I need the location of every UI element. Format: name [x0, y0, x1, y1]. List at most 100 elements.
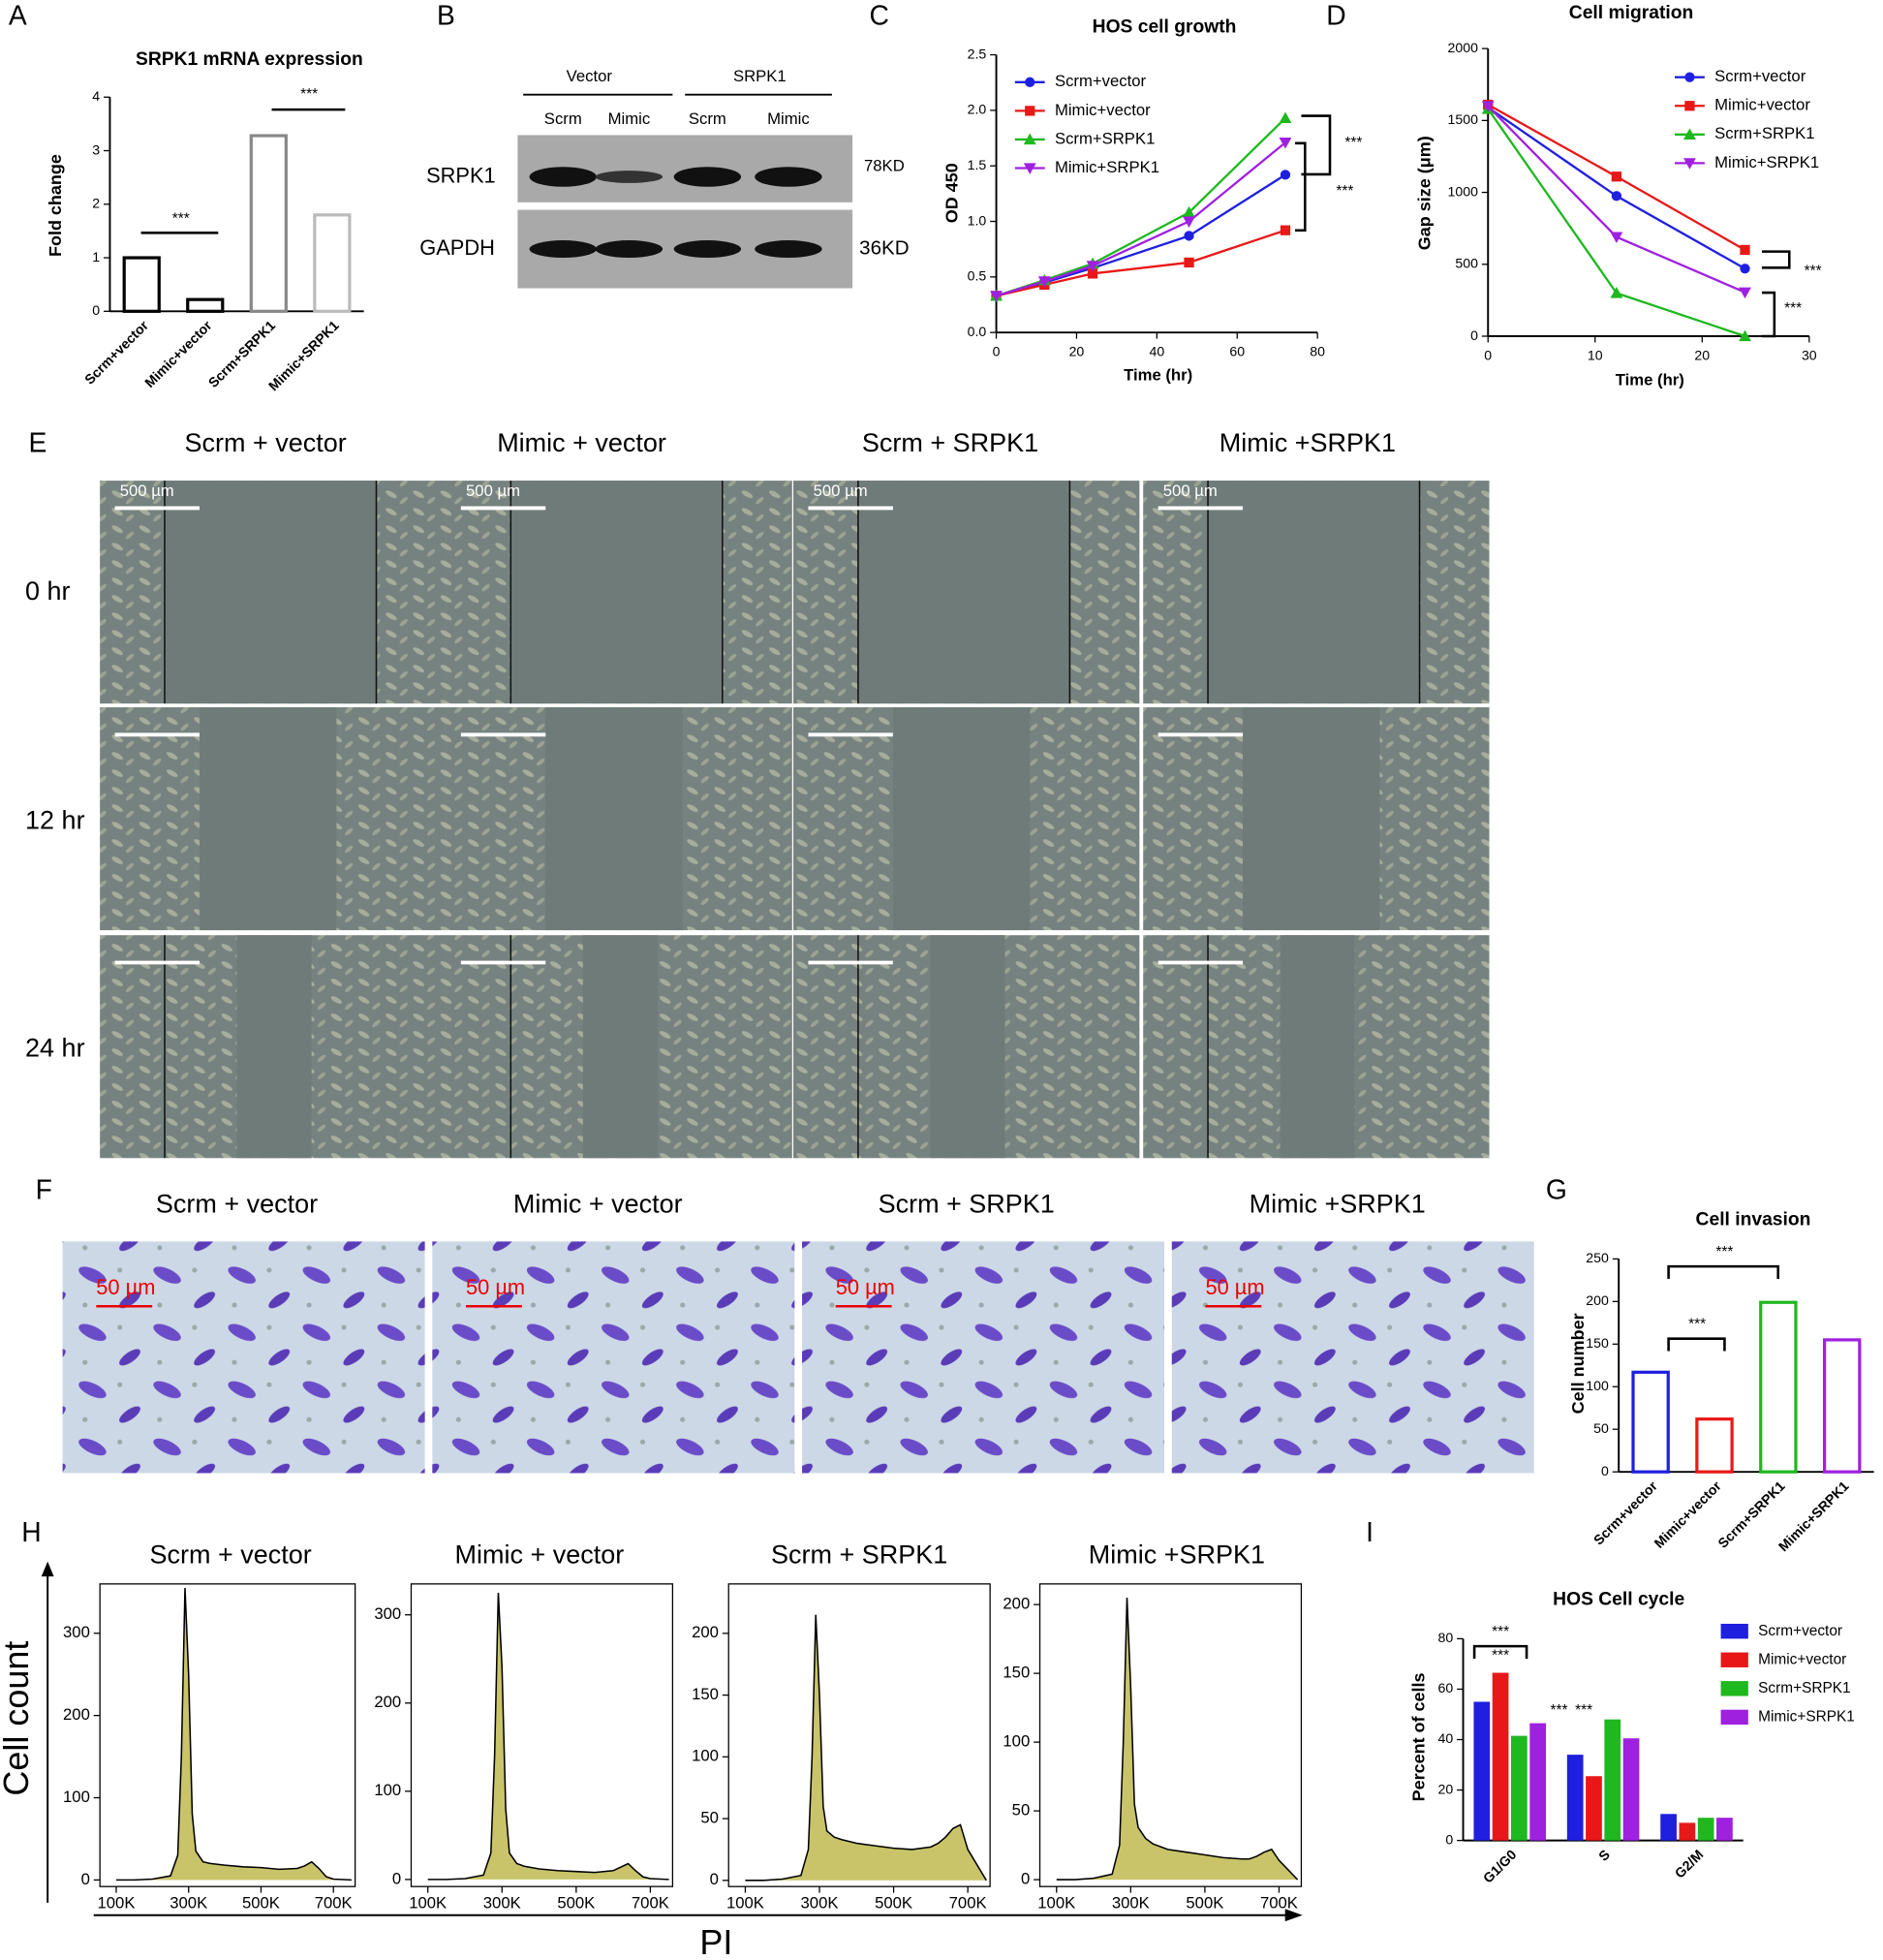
point: [1611, 191, 1622, 202]
chart-title: HOS cell growth: [1093, 16, 1237, 37]
x-tick-label: 300K: [1112, 1894, 1150, 1913]
x-tick-label: 20: [1069, 343, 1085, 358]
legend-label: Scrm+vector: [1714, 67, 1806, 85]
blot-lane: Mimic: [608, 109, 651, 128]
x-tick-label: 30: [1802, 347, 1817, 362]
histogram-line: [427, 1592, 669, 1881]
wound-gap: [582, 935, 658, 1159]
point: [1037, 276, 1051, 288]
column-title: Mimic +SRPK1: [1219, 428, 1396, 457]
panel-letter: G: [1546, 1173, 1567, 1204]
legend-swatch: [1720, 1709, 1748, 1726]
point: [1184, 231, 1194, 241]
y-tick-label: 100: [63, 1788, 90, 1806]
blot-lane: Mimic: [767, 109, 810, 128]
y-axis-label: Gap size (μm): [1415, 136, 1435, 250]
x-tick-label: 700K: [1260, 1894, 1298, 1913]
y-tick-label: 0: [92, 302, 100, 318]
column-title: Mimic + vector: [497, 428, 666, 457]
blot-band: [755, 240, 822, 259]
x-tick-label: 500K: [1186, 1894, 1223, 1913]
y-tick-label: 200: [1003, 1595, 1030, 1613]
axis-label: Cell count: [0, 1641, 36, 1796]
column-title: Scrm + SRPK1: [862, 428, 1038, 457]
legend-swatch: [1720, 1623, 1748, 1639]
y-tick-label: 300: [63, 1623, 90, 1641]
blot-size: 78KD: [864, 157, 905, 175]
wound-gap: [892, 707, 1031, 931]
legend-marker: [1025, 106, 1035, 116]
y-tick-label: 0: [1601, 1463, 1609, 1478]
annotation: ***: [1550, 1702, 1567, 1719]
panel-letter: C: [870, 0, 889, 30]
column-title: Scrm + vector: [185, 428, 347, 457]
point: [1279, 111, 1292, 124]
bar: [1631, 1370, 1670, 1474]
x-tick-label: 700K: [949, 1894, 987, 1913]
annotation: ***: [1575, 1702, 1592, 1719]
plot-frame: [1038, 1583, 1303, 1887]
bar: [1473, 1701, 1491, 1841]
blot-band: [595, 171, 664, 183]
y-tick-label: 1500: [1448, 111, 1479, 127]
x-tick-label: 0: [993, 343, 1001, 358]
panel-letter: F: [36, 1173, 52, 1204]
point: [1087, 268, 1098, 279]
x-tick-label: S: [1595, 1847, 1613, 1864]
y-tick-label: 150: [1003, 1664, 1030, 1682]
wound-gap: [1208, 481, 1420, 704]
legend-label: Mimic+vector: [1714, 96, 1810, 114]
x-tick-label: 60: [1229, 343, 1245, 358]
bar: [1622, 1738, 1640, 1841]
x-tick-label: 100K: [97, 1894, 135, 1913]
wound-gap: [164, 481, 377, 704]
legend-marker: [1023, 133, 1036, 145]
blot-band: [529, 240, 597, 259]
x-tick-label: 0: [1484, 347, 1492, 362]
scale-label: 500 µm: [466, 482, 520, 500]
y-tick-label: 40: [1438, 1730, 1454, 1746]
y-tick-label: 0.0: [968, 324, 987, 339]
x-axis-label: Time (hr): [1124, 366, 1192, 385]
point: [1610, 287, 1623, 298]
legend-label: Scrm+vector: [1758, 1623, 1842, 1639]
bar: [1695, 1417, 1734, 1474]
x-tick-label: 20: [1694, 347, 1710, 362]
legend-marker: [1023, 163, 1036, 174]
bar: [122, 256, 161, 313]
wound-gap: [930, 935, 1005, 1159]
row-label: 12 hr: [25, 805, 85, 834]
micrograph: [62, 1241, 425, 1474]
legend-marker: [1025, 77, 1035, 87]
series-line: [1487, 107, 1746, 270]
x-tick-label: 10: [1588, 347, 1603, 362]
histogram-area: [115, 1588, 352, 1881]
y-tick-label: 0: [1445, 1831, 1453, 1847]
x-tick-label: 300K: [170, 1894, 207, 1913]
y-tick-label: 0: [1021, 1869, 1030, 1887]
blot-band: [595, 240, 664, 259]
point: [1184, 257, 1194, 268]
legend-label: Scrm+SRPK1: [1714, 124, 1814, 142]
bar: [1511, 1735, 1528, 1841]
point: [1481, 101, 1495, 112]
plot-frame: [99, 1583, 356, 1887]
column-title: Scrm + vector: [156, 1189, 318, 1218]
y-tick-label: 80: [1438, 1630, 1454, 1645]
chart-title: Scrm + vector: [150, 1540, 312, 1570]
x-tick-label: 700K: [315, 1894, 353, 1913]
y-tick-label: 1.0: [968, 212, 987, 228]
x-axis-label: Time (hr): [1616, 371, 1684, 389]
plot-frame: [410, 1583, 674, 1887]
scale-label: 500 µm: [814, 482, 868, 500]
y-axis-label: OD 450: [942, 163, 961, 223]
bar: [1823, 1338, 1862, 1474]
y-tick-label: 200: [1586, 1292, 1609, 1308]
y-tick-label: 2: [92, 196, 100, 211]
wound-gap: [1243, 707, 1380, 931]
histogram-line: [1056, 1598, 1299, 1881]
bar: [1492, 1672, 1509, 1841]
column-title: Mimic + vector: [513, 1189, 683, 1218]
y-tick-label: 1: [92, 249, 100, 264]
